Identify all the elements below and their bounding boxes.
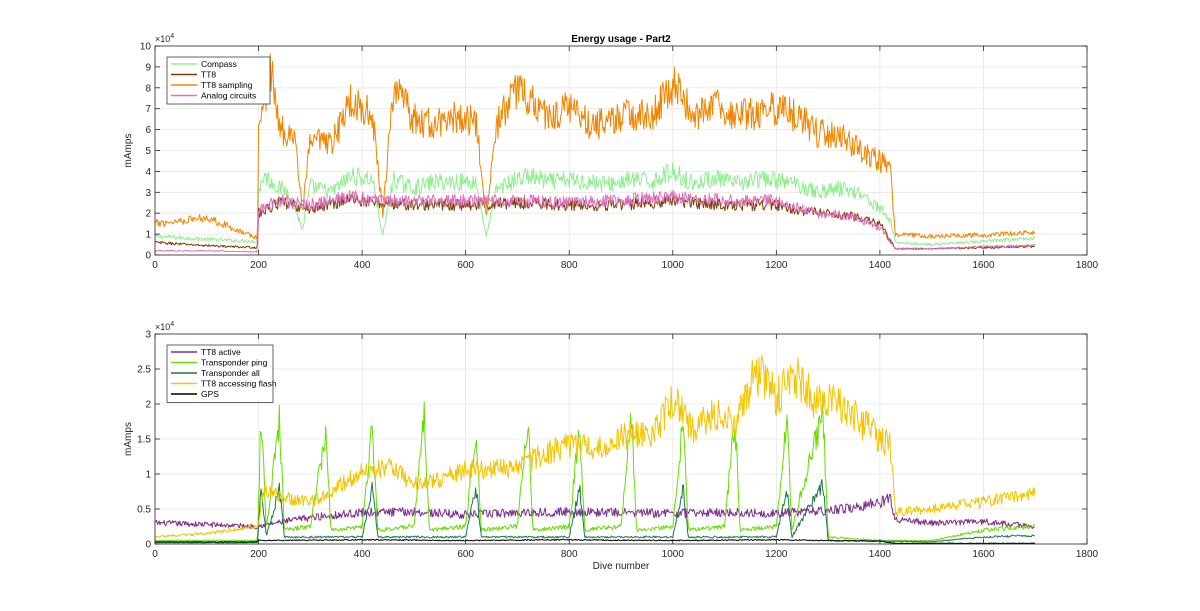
y-tick-label: 5 <box>145 146 151 157</box>
y-tick-label: 1 <box>145 230 151 241</box>
y-tick-label: 3 <box>145 330 151 341</box>
x-axis-label: Dive number <box>593 561 650 572</box>
x-tick-label: 200 <box>250 549 267 560</box>
y-tick-label: 1 <box>145 470 151 481</box>
x-tick-label: 1800 <box>1076 549 1099 560</box>
series-line-transponder-ping <box>155 401 1036 542</box>
legend-entry: Compass <box>201 59 237 69</box>
x-tick-label: 0 <box>152 549 158 560</box>
series-line-analog-circuits <box>155 189 1035 253</box>
y-axis-label: mAmps <box>123 422 134 456</box>
x-tick-label: 600 <box>457 260 474 271</box>
x-tick-label: 400 <box>354 260 371 271</box>
chart-title: Energy usage - Part2 <box>571 34 671 45</box>
y-exponent-power: 4 <box>170 33 174 40</box>
legend-entry: Transponder ping <box>201 358 268 368</box>
y-tick-label: 6 <box>145 125 151 136</box>
x-tick-label: 800 <box>561 260 578 271</box>
series-line-compass <box>155 161 1036 247</box>
legend-entry: TT8 active <box>201 347 241 357</box>
legend-entry: TT8 <box>201 70 216 80</box>
y-exponent-power: 4 <box>170 321 174 328</box>
y-tick-label: 0.5 <box>137 505 151 516</box>
series-line-tt8-active <box>155 493 1035 530</box>
top-axes: 0 200 400 600 800 1000 1200 1400 1600 1800 0 1 2 3 4 5 6… <box>123 33 1099 271</box>
y-tick-label: 3 <box>145 188 151 199</box>
legend-entry: Analog circuits <box>201 91 256 101</box>
x-tick-label: 1400 <box>869 549 892 560</box>
legend-entry: Transponder all <box>201 368 260 378</box>
x-tick-label: 1600 <box>972 260 995 271</box>
y-tick-label: 7 <box>145 104 151 115</box>
y-tick-label: 2 <box>145 209 151 220</box>
series-line-transponder-all <box>155 479 1036 544</box>
x-tick-label: 200 <box>250 260 267 271</box>
x-tick-label: 1200 <box>765 260 788 271</box>
x-tick-label: 1400 <box>869 260 892 271</box>
y-tick-label: 10 <box>140 42 152 53</box>
x-tick-label: 1800 <box>1076 260 1099 271</box>
series-line-gps <box>155 538 1036 544</box>
x-tick-label: 1600 <box>972 549 995 560</box>
y-tick-label: 8 <box>145 83 151 94</box>
x-tick-label: 400 <box>354 549 371 560</box>
y-tick-label: 4 <box>145 167 151 178</box>
y-tick-label: 2.5 <box>137 365 151 376</box>
bottom-axes: 0 200 400 600 800 1000 1200 1400 1600 1800 0 0.5 1 1.… <box>123 321 1099 572</box>
series-line-tt8-sampling <box>155 53 1036 240</box>
legend-entry: TT8 sampling <box>201 80 253 90</box>
series-line-tt8-accessing-flash <box>155 355 1036 538</box>
series-group <box>155 53 1036 253</box>
y-tick-label: 0 <box>145 251 151 262</box>
y-tick-label: 9 <box>145 62 151 73</box>
x-tick-label: 1000 <box>662 260 685 271</box>
legend-box <box>166 344 274 403</box>
legend-entry: TT8 accessing flash <box>201 379 277 389</box>
y-exponent-label: ×104 <box>155 321 174 332</box>
y-tick-label: 2 <box>145 400 151 411</box>
x-tick-label: 600 <box>457 549 474 560</box>
y-tick-label: 0 <box>145 540 151 551</box>
y-exponent-label: ×104 <box>155 33 174 44</box>
x-tick-label: 800 <box>561 549 578 560</box>
x-tick-label: 1200 <box>765 549 788 560</box>
series-group <box>155 355 1036 544</box>
y-axis-label: mAmps <box>123 134 134 168</box>
y-tick-label: 1.5 <box>137 435 151 446</box>
x-tick-label: 1000 <box>662 549 685 560</box>
legend-entry: GPS <box>201 389 219 399</box>
x-tick-label: 0 <box>152 260 158 271</box>
